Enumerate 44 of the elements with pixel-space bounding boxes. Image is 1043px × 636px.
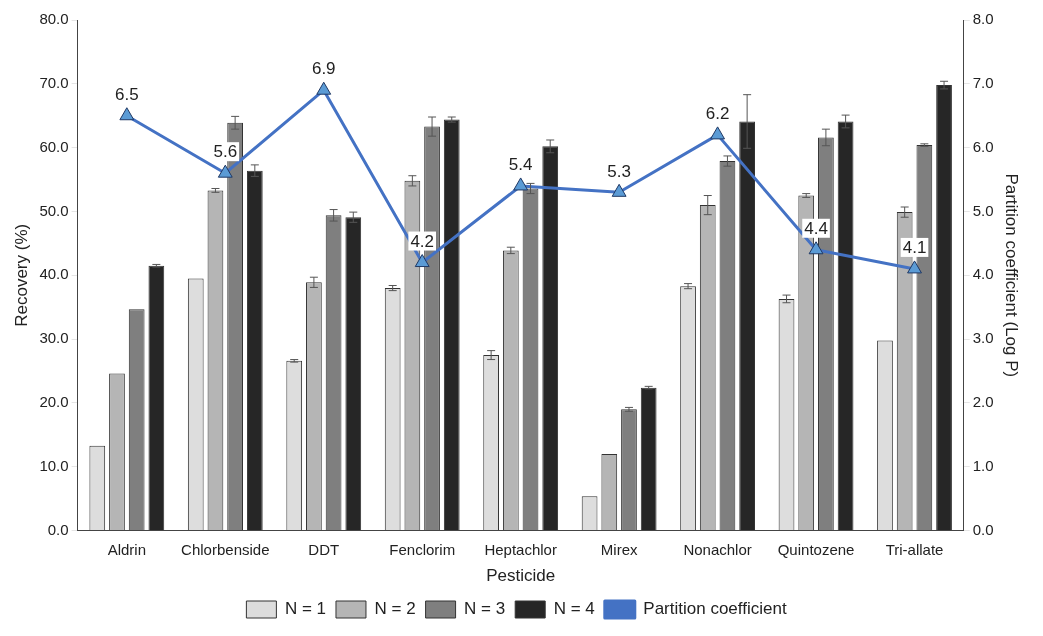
legend-label: N = 2 — [374, 599, 416, 619]
y2-tick-label: 7.0 — [972, 73, 994, 91]
x-tick-label: DDT — [308, 540, 340, 558]
y-tick-label: 20.0 — [39, 393, 69, 411]
data-label: 5.6 — [213, 142, 238, 162]
y2-tick-label: 4.0 — [972, 265, 994, 283]
x-tick-label: Chlorbenside — [181, 540, 270, 558]
y2-axis-title: Partition coefficient (Log P) — [1002, 173, 1022, 378]
x-axis-title: Pesticide — [486, 566, 556, 586]
legend-label: Partition coefficient — [643, 599, 787, 619]
x-tick-label: Aldrin — [107, 540, 146, 558]
y2-tick-label: 8.0 — [972, 10, 994, 28]
y-tick-label: 80.0 — [39, 10, 69, 28]
y2-tick-label: 3.0 — [972, 329, 994, 347]
data-label: 6.9 — [311, 59, 336, 79]
y-tick-label: 30.0 — [39, 329, 69, 347]
y-tick-label: 60.0 — [39, 137, 69, 155]
y2-tick-label: 1.0 — [972, 456, 994, 474]
y-tick-label: 0.0 — [47, 520, 69, 538]
data-label: 4.4 — [804, 218, 828, 238]
data-label: 5.4 — [508, 155, 533, 175]
y-tick-label: 70.0 — [39, 73, 69, 91]
x-tick-label: Heptachlor — [484, 540, 557, 558]
x-tick-label: Mirex — [600, 540, 638, 558]
data-label: 6.5 — [115, 84, 139, 104]
y-tick-label: 50.0 — [39, 201, 69, 219]
y2-tick-label: 2.0 — [972, 393, 994, 411]
x-tick-label: Quintozene — [777, 540, 855, 558]
x-tick-label: Nonachlor — [683, 540, 752, 558]
data-label: 4.1 — [902, 238, 927, 258]
legend-label: N = 3 — [464, 599, 506, 619]
data-label: 5.3 — [607, 161, 631, 181]
legend-label: N = 1 — [284, 599, 326, 619]
y-axis-title: Recovery (%) — [11, 223, 31, 327]
y2-tick-label: 0.0 — [972, 520, 994, 538]
y2-tick-label: 6.0 — [972, 137, 994, 155]
y-tick-label: 10.0 — [39, 456, 69, 474]
y2-tick-label: 5.0 — [972, 201, 994, 219]
legend-label: N = 4 — [553, 599, 595, 619]
data-label: 6.2 — [705, 104, 730, 124]
x-tick-label: Fenclorim — [389, 540, 456, 558]
data-label: 4.2 — [410, 231, 435, 251]
y-tick-label: 40.0 — [39, 265, 69, 283]
x-tick-label: Tri-allate — [885, 540, 944, 558]
